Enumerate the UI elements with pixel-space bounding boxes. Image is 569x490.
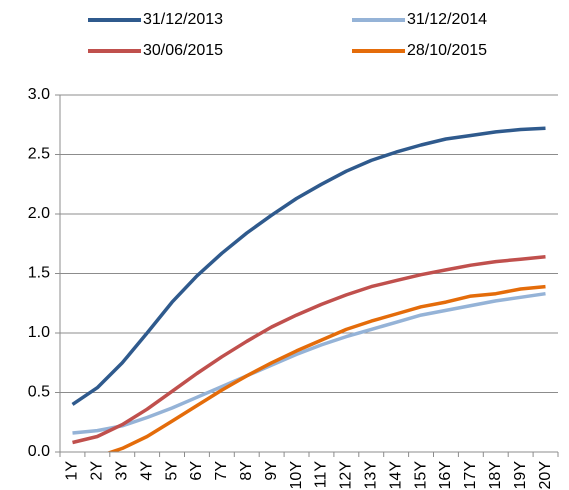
grid	[60, 94, 558, 453]
x-tick-label: 14Y	[387, 461, 404, 490]
series-line	[72, 291, 546, 435]
x-tick-label: 17Y	[462, 461, 479, 490]
y-tick-label: 3.0	[28, 86, 50, 103]
y-tick-label: 1.5	[28, 265, 50, 282]
x-tick-label: 20Y	[537, 461, 554, 490]
x-tick-label: 13Y	[362, 461, 379, 490]
y-tick-label: 0.0	[28, 443, 50, 460]
legend-label: 28/10/2015	[407, 42, 487, 59]
y-tick-label: 2.0	[28, 205, 50, 222]
x-tick-label: 11Y	[313, 461, 330, 489]
series-line	[106, 284, 546, 452]
x-tick-label: 1Y	[64, 461, 81, 481]
x-tick-label: 3Y	[113, 461, 130, 481]
x-tick-label: 4Y	[138, 461, 155, 481]
y-tick-label: 2.5	[28, 146, 50, 163]
x-tick-label: 18Y	[487, 461, 504, 490]
x-tick-label: 12Y	[338, 461, 355, 490]
x-tick-label: 19Y	[512, 461, 529, 490]
x-tick-label: 8Y	[238, 461, 255, 481]
series-line	[71, 126, 546, 406]
series-line	[72, 255, 546, 445]
x-tick-label: 15Y	[412, 461, 429, 490]
x-tick-label: 5Y	[163, 461, 180, 481]
y-tick-label: 0.5	[28, 384, 50, 401]
x-tick-label: 2Y	[89, 461, 106, 481]
x-tick-label: 16Y	[437, 461, 454, 490]
y-tick-label: 1.0	[28, 324, 50, 341]
x-tick-label: 9Y	[263, 461, 280, 481]
legend-label: 31/12/2014	[407, 11, 487, 28]
legend-label: 31/12/2013	[143, 11, 223, 28]
axes: 0.0 0.5 1.0 1.5 2.0 2.5 3.0 1Y 2Y 3Y 4Y 5Y 6Y 7Y 8Y 9Y 1…	[28, 11, 559, 490]
x-tick-label: 6Y	[188, 461, 205, 481]
x-tick-label: 7Y	[213, 461, 230, 481]
legend-label: 30/06/2015	[143, 42, 223, 59]
plot-lines	[71, 126, 546, 452]
x-tick-label: 10Y	[288, 461, 305, 490]
